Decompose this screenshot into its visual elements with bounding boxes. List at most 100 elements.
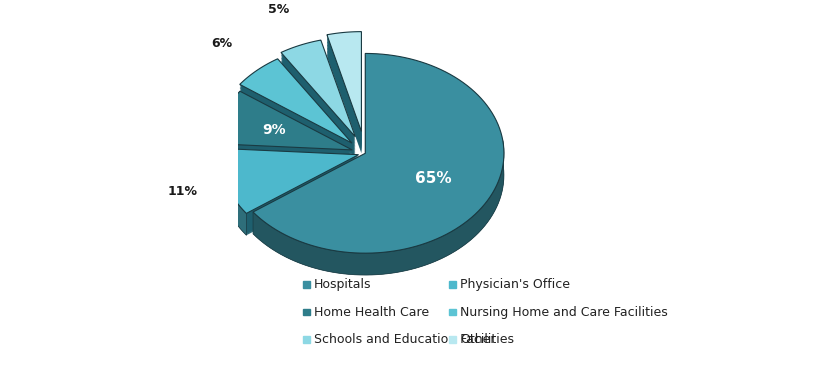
Polygon shape (281, 61, 355, 157)
Text: 5%: 5% (268, 3, 290, 16)
Polygon shape (213, 94, 352, 153)
Polygon shape (327, 42, 361, 142)
Polygon shape (327, 36, 361, 136)
Polygon shape (220, 169, 359, 234)
Bar (303, 336, 310, 343)
Polygon shape (220, 168, 359, 233)
Polygon shape (327, 35, 361, 134)
Polygon shape (281, 49, 355, 146)
Polygon shape (213, 93, 352, 151)
Polygon shape (239, 63, 352, 147)
Text: Hospitals: Hospitals (314, 278, 371, 291)
Polygon shape (213, 99, 352, 157)
Polygon shape (239, 75, 352, 159)
Text: Home Health Care: Home Health Care (314, 306, 429, 319)
Polygon shape (253, 68, 504, 268)
Polygon shape (239, 68, 352, 152)
Polygon shape (253, 62, 504, 262)
Polygon shape (281, 59, 355, 156)
Text: 65%: 65% (415, 171, 452, 186)
Polygon shape (281, 40, 355, 137)
Polygon shape (327, 41, 361, 140)
Polygon shape (281, 42, 355, 138)
Polygon shape (213, 135, 215, 166)
Polygon shape (220, 149, 246, 235)
Polygon shape (239, 69, 352, 153)
Polygon shape (327, 45, 361, 145)
Polygon shape (239, 78, 352, 162)
Polygon shape (281, 53, 355, 150)
Text: 6%: 6% (212, 37, 233, 50)
Polygon shape (253, 71, 504, 271)
Polygon shape (213, 91, 352, 150)
Polygon shape (220, 159, 359, 224)
Polygon shape (239, 73, 352, 158)
Text: Other: Other (460, 333, 496, 346)
Text: Physician's Office: Physician's Office (460, 278, 570, 291)
Text: 9%: 9% (262, 123, 286, 137)
Polygon shape (220, 157, 359, 222)
Polygon shape (220, 153, 359, 218)
Polygon shape (253, 72, 504, 272)
Bar (303, 281, 310, 288)
Polygon shape (239, 79, 352, 164)
Polygon shape (213, 112, 352, 170)
Polygon shape (239, 72, 352, 156)
Polygon shape (239, 60, 352, 145)
Bar (449, 281, 456, 288)
Polygon shape (327, 39, 361, 139)
Polygon shape (253, 65, 504, 265)
Polygon shape (253, 53, 504, 253)
Polygon shape (213, 106, 352, 165)
Polygon shape (327, 48, 361, 147)
Polygon shape (281, 56, 355, 153)
Polygon shape (213, 100, 352, 159)
Bar (449, 309, 456, 315)
Polygon shape (253, 56, 504, 256)
Polygon shape (281, 43, 355, 140)
Polygon shape (213, 110, 352, 169)
Polygon shape (220, 150, 359, 215)
Polygon shape (220, 162, 359, 227)
Polygon shape (239, 70, 352, 155)
Polygon shape (220, 170, 359, 235)
Polygon shape (239, 59, 352, 143)
Polygon shape (281, 52, 355, 149)
Polygon shape (281, 58, 355, 154)
Polygon shape (220, 149, 359, 214)
Polygon shape (220, 156, 359, 221)
Polygon shape (327, 49, 361, 149)
Polygon shape (220, 165, 359, 230)
Bar (449, 336, 456, 343)
Polygon shape (327, 51, 361, 150)
Polygon shape (239, 76, 352, 161)
Polygon shape (327, 33, 361, 133)
Polygon shape (213, 107, 352, 166)
Polygon shape (213, 101, 352, 160)
Polygon shape (327, 32, 361, 131)
Text: 11%: 11% (167, 185, 197, 198)
Text: Nursing Home and Care Facilities: Nursing Home and Care Facilities (460, 306, 668, 319)
Polygon shape (281, 47, 355, 144)
Polygon shape (253, 61, 504, 261)
Polygon shape (239, 81, 352, 165)
Polygon shape (281, 46, 355, 143)
Polygon shape (327, 52, 361, 152)
Polygon shape (253, 55, 504, 255)
Polygon shape (213, 96, 352, 154)
Polygon shape (239, 62, 352, 146)
Polygon shape (253, 74, 504, 274)
Bar (303, 309, 310, 315)
Polygon shape (253, 58, 504, 258)
Polygon shape (220, 166, 359, 231)
Text: Schools and Education Facilities: Schools and Education Facilities (314, 333, 514, 346)
Polygon shape (327, 46, 361, 146)
Polygon shape (253, 66, 504, 266)
Polygon shape (327, 54, 361, 153)
Polygon shape (213, 113, 352, 172)
Polygon shape (213, 97, 352, 156)
Polygon shape (253, 75, 504, 275)
Polygon shape (213, 104, 352, 163)
Polygon shape (213, 109, 352, 168)
Polygon shape (281, 50, 355, 147)
